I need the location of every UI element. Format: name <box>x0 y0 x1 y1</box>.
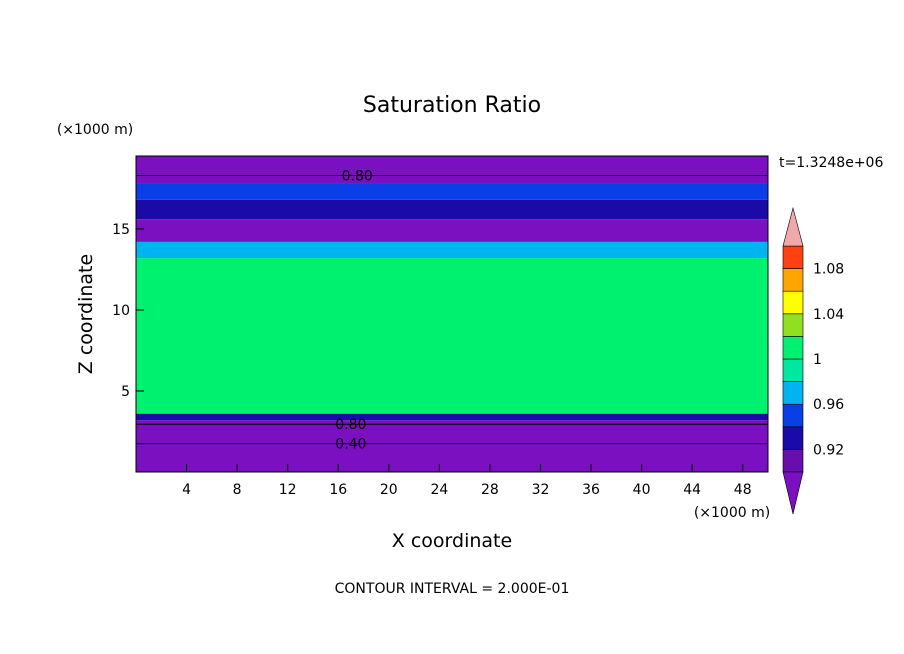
x-tick-label: 32 <box>532 482 550 498</box>
field-band <box>136 241 768 259</box>
field-band <box>136 258 768 414</box>
x-tick-label: 8 <box>233 482 242 498</box>
colorbar-swatch <box>782 358 804 382</box>
x-tick-label: 36 <box>582 482 600 498</box>
contour-interval-label: CONTOUR INTERVAL = 2.000E-01 <box>335 581 570 597</box>
y-axis-title: Z coordinate <box>75 254 97 374</box>
colorbar-swatch <box>782 290 804 315</box>
y-tick-label: 10 <box>112 303 130 319</box>
x-tick-label: 20 <box>380 482 398 498</box>
y-axis-ticks: 5 10 15 <box>112 222 144 400</box>
x-tick-label: 24 <box>430 482 448 498</box>
colorbar-tick-label: 0.96 <box>813 397 844 413</box>
x-tick-label: 44 <box>683 482 701 498</box>
colorbar-tick-label: 1.08 <box>813 262 844 278</box>
time-label: t=1.3248e+06 <box>779 155 883 171</box>
colorbar-swatch <box>782 449 804 473</box>
contour-lines <box>136 174 768 445</box>
field-band <box>136 219 768 242</box>
contour-labels: 0.80 0.80 0.40 <box>335 168 372 452</box>
x-axis-title: X coordinate <box>392 530 512 552</box>
y-tick-label: 15 <box>112 222 130 238</box>
x-unit-label: (×1000 m) <box>694 505 770 521</box>
x-tick-label: 4 <box>182 482 191 498</box>
colorbar-tick-label: 1 <box>813 352 822 368</box>
field-band <box>136 183 768 200</box>
y-tick-label: 5 <box>121 384 130 400</box>
field-band <box>136 199 768 220</box>
field-band <box>136 413 768 421</box>
contour-label: 0.40 <box>335 437 366 453</box>
field-area <box>136 156 768 472</box>
colorbar-swatch <box>782 403 804 428</box>
colorbar-swatch <box>782 381 804 405</box>
x-tick-label: 28 <box>481 482 499 498</box>
colorbar-tick-label: 0.92 <box>813 442 844 458</box>
colorbar-swatch <box>782 336 804 360</box>
colorbar-swatch <box>782 426 804 450</box>
x-tick-label: 12 <box>279 482 297 498</box>
field-band <box>136 156 768 184</box>
x-axis-ticks: 4 8 12 16 20 24 28 32 36 40 44 48 <box>182 464 752 498</box>
plot-frame <box>135 155 769 473</box>
colorbar-swatch <box>782 268 804 292</box>
colorbar-under-arrow <box>782 471 804 515</box>
chart-title: Saturation Ratio <box>363 93 541 118</box>
colorbar-swatch <box>782 313 804 337</box>
x-tick-label: 40 <box>633 482 651 498</box>
colorbar-swatch <box>782 245 804 269</box>
x-tick-label: 16 <box>329 482 347 498</box>
colorbar-over-arrow <box>782 206 804 247</box>
colorbar: 0.92 0.96 1 1.04 1.08 <box>782 206 844 515</box>
y-unit-label: (×1000 m) <box>57 122 133 138</box>
contour-label: 0.80 <box>342 168 373 184</box>
x-tick-label: 48 <box>734 482 752 498</box>
contour-label: 0.80 <box>335 417 366 433</box>
field-band <box>136 420 768 472</box>
colorbar-tick-label: 1.04 <box>813 307 844 323</box>
